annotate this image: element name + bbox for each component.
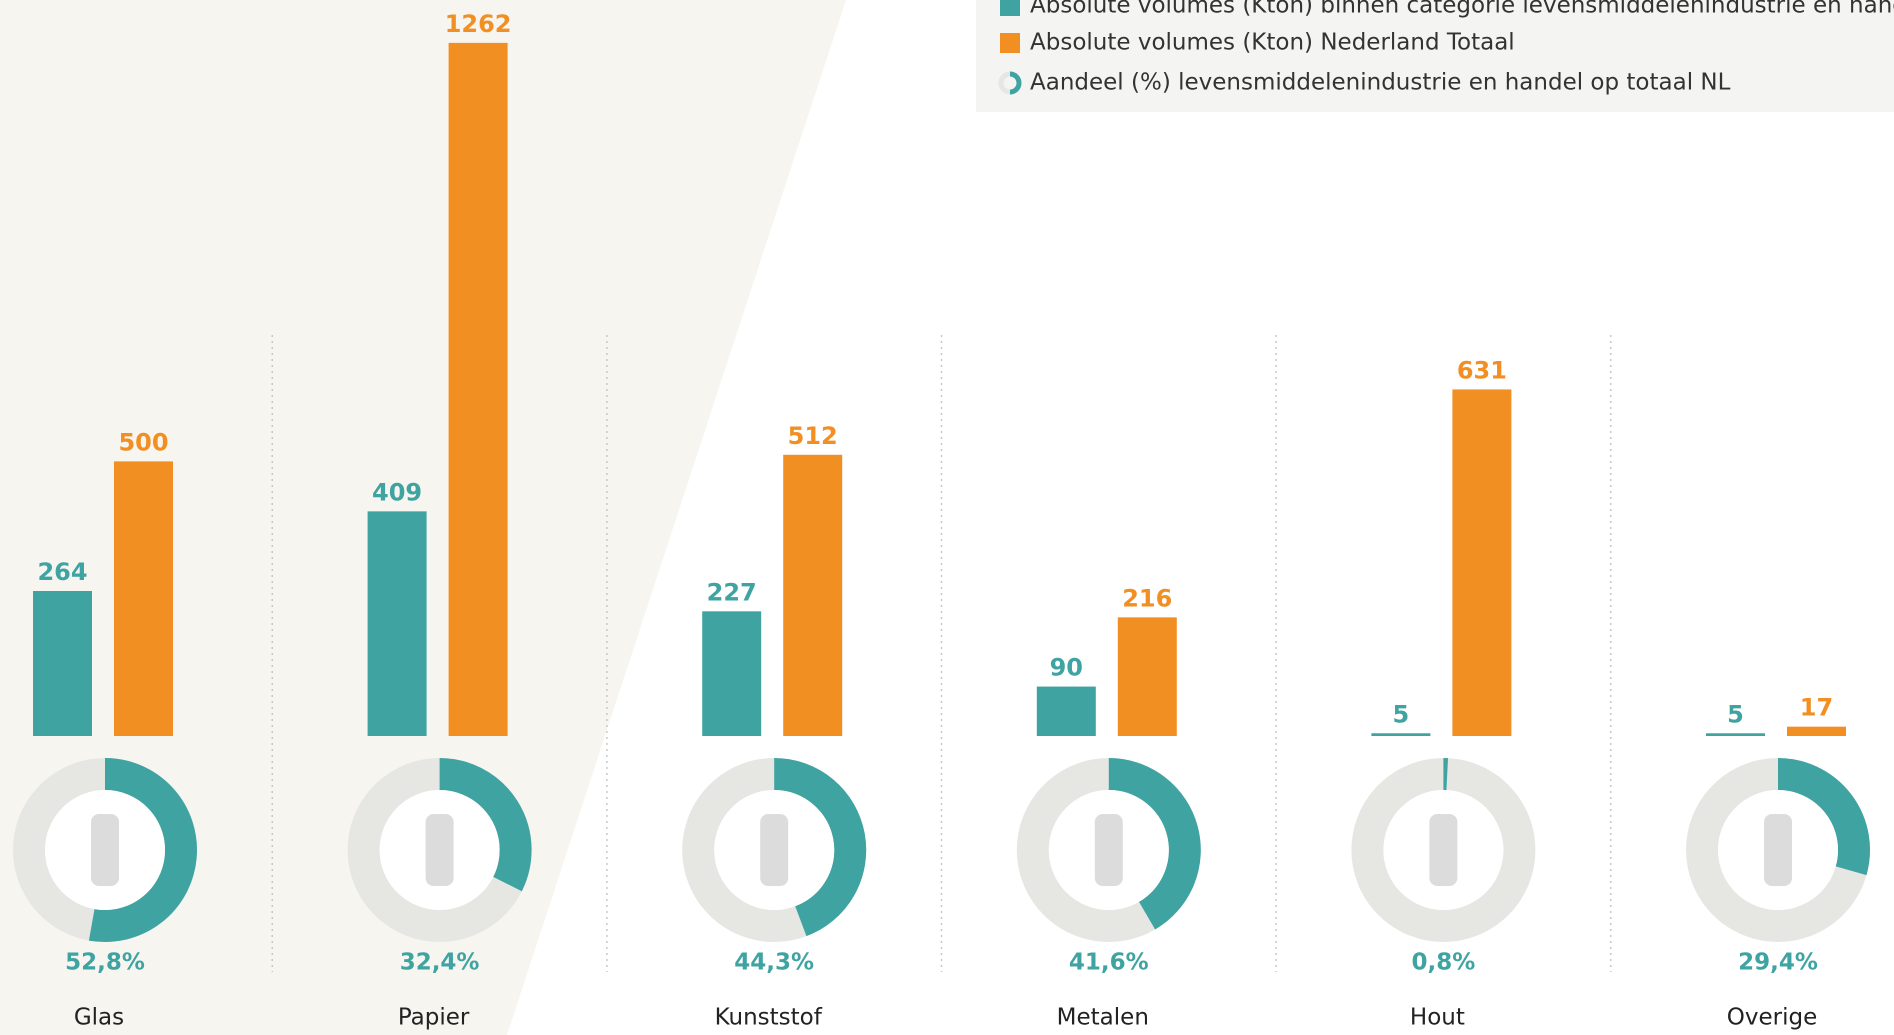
- category-label: Hout: [1410, 1005, 1465, 1031]
- value-label: 90: [1050, 654, 1083, 682]
- legend-label: Absolute volumes (Kton) Nederland Totaal: [1030, 30, 1515, 56]
- bar: [783, 455, 842, 736]
- value-label: 216: [1122, 584, 1172, 612]
- category-label: Glas: [74, 1005, 124, 1031]
- category-label: Overige: [1727, 1005, 1817, 1031]
- bar: [1452, 389, 1511, 736]
- bar: [1118, 617, 1177, 736]
- bar: [1787, 727, 1846, 736]
- icon: [760, 814, 788, 886]
- value-label: 5: [1727, 700, 1744, 728]
- value-label: 264: [37, 558, 87, 586]
- icon: [1429, 814, 1457, 886]
- category-label: Kunststof: [715, 1005, 823, 1031]
- value-label: 631: [1457, 356, 1507, 384]
- value-label: 1262: [445, 10, 512, 38]
- value-label: 5: [1393, 700, 1410, 728]
- value-label: 227: [707, 578, 757, 606]
- legend-label: Absolute volumes (Kton) binnen categorie…: [1030, 0, 1894, 19]
- icon: [91, 814, 119, 886]
- page: {"chart_data": {"type": "bar", "categori…: [0, 0, 1894, 1035]
- share-label: 0,8%: [1412, 950, 1476, 976]
- share-label: 41,6%: [1069, 950, 1149, 976]
- value-label: 17: [1800, 694, 1833, 722]
- value-label: 409: [372, 478, 422, 506]
- value-label: 512: [788, 422, 838, 450]
- bar: [1037, 687, 1096, 736]
- bar: [368, 511, 427, 736]
- bar: [449, 43, 508, 736]
- bar: [114, 461, 173, 736]
- bar: [33, 591, 92, 736]
- legend-swatch: [1000, 0, 1020, 16]
- chart: Absolute volumes (Kton) binnen categorie…: [0, 0, 1894, 1035]
- icon: [426, 814, 454, 886]
- share-label: 52,8%: [65, 950, 145, 976]
- share-label: 44,3%: [734, 950, 814, 976]
- icon: [1095, 814, 1123, 886]
- category-label: Papier: [398, 1005, 470, 1031]
- legend-swatch: [1000, 33, 1020, 53]
- share-label: 32,4%: [400, 950, 480, 976]
- icon: [1764, 814, 1792, 886]
- bar: [1706, 733, 1765, 736]
- category-label: Metalen: [1057, 1005, 1149, 1031]
- share-label: 29,4%: [1738, 950, 1818, 976]
- value-label: 500: [118, 428, 168, 456]
- bar: [1371, 733, 1430, 736]
- bar: [702, 611, 761, 736]
- legend-label: Aandeel (%) levensmiddelenindustrie en h…: [1030, 70, 1731, 96]
